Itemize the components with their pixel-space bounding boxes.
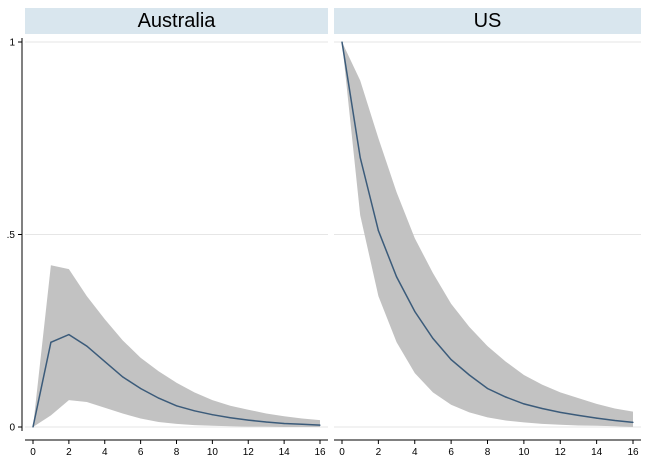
data-point <box>284 423 285 424</box>
data-point <box>319 424 320 425</box>
data-point <box>301 424 302 425</box>
data-point <box>32 426 33 427</box>
x-tick-label: 6 <box>448 447 454 458</box>
data-point <box>68 334 69 335</box>
x-tick-label: 8 <box>485 447 491 458</box>
x-tick-label: 16 <box>627 447 639 458</box>
data-point <box>578 415 579 416</box>
data-point <box>266 421 267 422</box>
data-point <box>86 346 87 347</box>
data-point <box>140 388 141 389</box>
x-tick-label: 0 <box>30 447 36 458</box>
y-tick-label: .5 <box>7 230 16 241</box>
data-point <box>212 414 213 415</box>
data-point <box>230 417 231 418</box>
x-tick-label: 16 <box>314 447 326 458</box>
data-point <box>396 276 397 277</box>
data-point <box>432 338 433 339</box>
x-tick-label: 2 <box>66 447 72 458</box>
data-point <box>541 408 542 409</box>
data-point <box>614 420 615 421</box>
data-point <box>632 422 633 423</box>
x-tick-label: 10 <box>207 447 219 458</box>
data-point <box>50 342 51 343</box>
data-point <box>122 376 123 377</box>
data-point <box>414 311 415 312</box>
x-tick-label: 4 <box>102 447 108 458</box>
x-tick-label: 10 <box>518 447 530 458</box>
data-point <box>176 405 177 406</box>
data-point <box>596 418 597 419</box>
data-point <box>104 361 105 362</box>
x-tick-label: 4 <box>412 447 418 458</box>
data-point <box>360 157 361 158</box>
data-point <box>341 41 342 42</box>
x-tick-label: 12 <box>243 447 255 458</box>
y-tick-label: 0 <box>9 423 15 434</box>
x-tick-label: 14 <box>591 447 603 458</box>
x-tick-label: 14 <box>279 447 291 458</box>
x-tick-label: 12 <box>555 447 567 458</box>
data-point <box>487 388 488 389</box>
data-point <box>378 230 379 231</box>
data-point <box>158 398 159 399</box>
data-point <box>560 412 561 413</box>
data-point <box>523 403 524 404</box>
data-point <box>194 410 195 411</box>
y-tick-label: 1 <box>9 38 15 49</box>
data-point <box>248 419 249 420</box>
data-point <box>451 359 452 360</box>
data-point <box>505 396 506 397</box>
x-tick-label: 6 <box>138 447 144 458</box>
x-tick-label: 2 <box>376 447 382 458</box>
data-point <box>469 374 470 375</box>
x-tick-label: 0 <box>339 447 345 458</box>
x-tick-label: 8 <box>174 447 180 458</box>
